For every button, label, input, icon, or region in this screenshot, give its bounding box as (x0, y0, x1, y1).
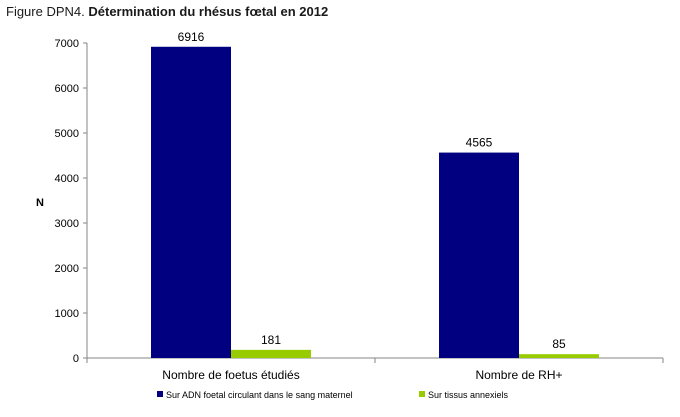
bar (231, 349, 311, 358)
x-category-label: Nombre de foetus étudiés (162, 368, 299, 382)
figure-number: Figure DPN4. (6, 4, 85, 19)
y-tick-label: 2000 (55, 263, 79, 275)
chart-title: Détermination du rhésus fœtal en 2012 (88, 4, 329, 19)
data-label: 6916 (178, 30, 205, 44)
y-tick-label: 1000 (55, 308, 79, 320)
data-label: 85 (552, 337, 566, 351)
legend-label: Sur ADN foetal circulant dans le sang ma… (166, 390, 353, 400)
legend: Sur ADN foetal circulant dans le sang ma… (157, 390, 509, 400)
data-label: 4565 (466, 136, 493, 150)
legend-label: Sur tissus annexiels (428, 390, 509, 400)
y-tick-label: 0 (73, 353, 79, 365)
x-category-label: Nombre de RH+ (475, 368, 562, 382)
y-tick-label: 5000 (55, 128, 79, 140)
bar (439, 152, 519, 358)
y-axis: 0 1000 2000 3000 4000 5000 6000 7000 (55, 38, 88, 365)
bars (151, 46, 599, 358)
legend-swatch (419, 391, 425, 397)
x-axis: Nombre de foetus étudiés Nombre de RH+ (86, 357, 664, 382)
data-label: 181 (261, 333, 281, 347)
y-tick-label: 6000 (55, 83, 79, 95)
y-tick-label: 4000 (55, 173, 79, 185)
bar (151, 46, 231, 358)
legend-swatch (157, 391, 163, 397)
figure-title: Figure DPN4. Détermination du rhésus fœt… (6, 4, 328, 19)
y-tick-label: 7000 (55, 38, 79, 50)
bar (519, 354, 599, 358)
data-labels: 6916 181 4565 85 (178, 30, 566, 351)
y-axis-label: N (36, 197, 44, 209)
y-tick-label: 3000 (55, 218, 79, 230)
